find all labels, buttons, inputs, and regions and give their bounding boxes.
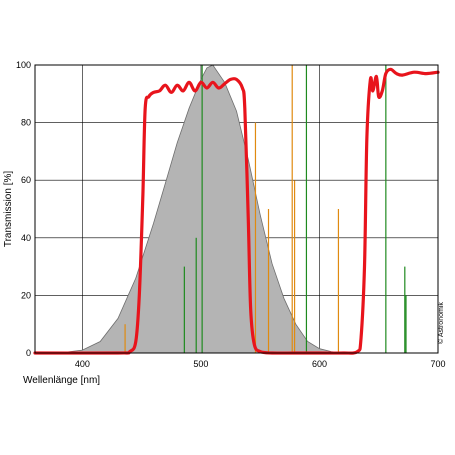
emission-lines (124, 65, 407, 353)
x-tick-labels: 400 500 600 700 (75, 359, 446, 369)
filter-transmission-series (33, 67, 440, 355)
copyright-text: © Astronomik (437, 302, 445, 344)
sensitivity-area (35, 64, 438, 354)
y-tick-label: 60 (21, 175, 31, 185)
y-tick-label: 0 (26, 348, 31, 358)
y-tick-label: 20 (21, 290, 31, 300)
plot-frame (34, 64, 439, 354)
x-tick-label: 400 (75, 359, 90, 369)
sensitivity-area-series (35, 64, 438, 354)
x-axis-label: Wellenlänge [nm] (23, 375, 100, 386)
y-tick-label: 40 (21, 233, 31, 243)
y-axis-label: Transmission [%] (3, 171, 14, 248)
x-tick-label: 500 (193, 359, 208, 369)
y-tick-labels: 0 20 40 60 80 100 (16, 60, 31, 358)
x-tick-label: 700 (430, 359, 445, 369)
filter-curve (33, 67, 440, 355)
x-tick-label: 600 (312, 359, 327, 369)
y-tick-label: 100 (16, 60, 31, 70)
y-tick-label: 80 (21, 118, 31, 128)
